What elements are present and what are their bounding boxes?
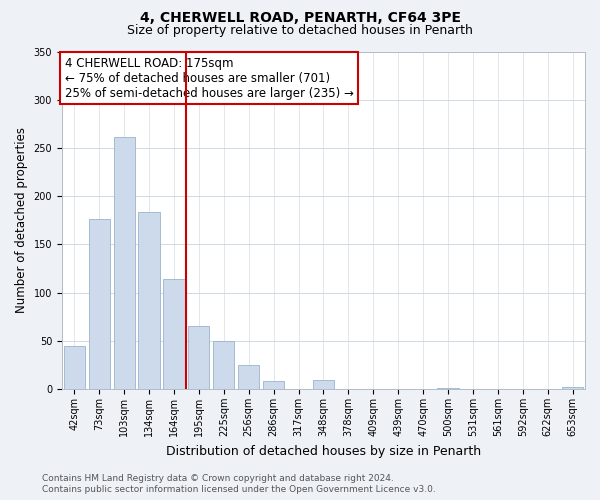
Bar <box>263 382 284 389</box>
Bar <box>163 279 185 389</box>
Bar <box>437 388 458 389</box>
Y-axis label: Number of detached properties: Number of detached properties <box>15 128 28 314</box>
Text: Contains HM Land Registry data © Crown copyright and database right 2024.
Contai: Contains HM Land Registry data © Crown c… <box>42 474 436 494</box>
X-axis label: Distribution of detached houses by size in Penarth: Distribution of detached houses by size … <box>166 444 481 458</box>
Bar <box>562 387 583 389</box>
Bar <box>113 138 135 389</box>
Bar <box>139 212 160 389</box>
Bar <box>213 341 235 389</box>
Bar <box>64 346 85 389</box>
Bar <box>313 380 334 389</box>
Text: Size of property relative to detached houses in Penarth: Size of property relative to detached ho… <box>127 24 473 37</box>
Bar <box>188 326 209 389</box>
Text: 4 CHERWELL ROAD: 175sqm
← 75% of detached houses are smaller (701)
25% of semi-d: 4 CHERWELL ROAD: 175sqm ← 75% of detache… <box>65 56 353 100</box>
Text: 4, CHERWELL ROAD, PENARTH, CF64 3PE: 4, CHERWELL ROAD, PENARTH, CF64 3PE <box>139 11 461 25</box>
Bar <box>238 365 259 389</box>
Bar <box>89 220 110 389</box>
